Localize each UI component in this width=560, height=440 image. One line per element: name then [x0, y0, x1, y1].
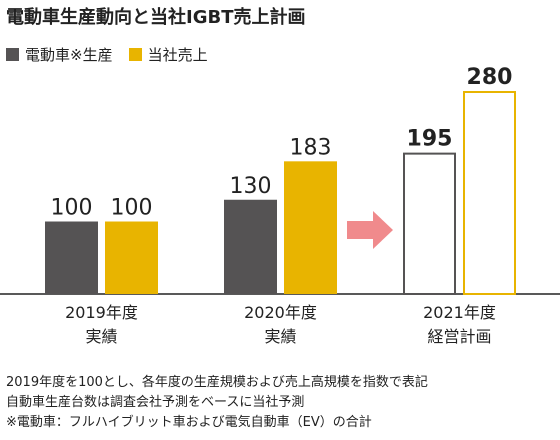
data-label: 100 — [111, 196, 153, 221]
footnotes: 2019年度を100とし、各年度の生産規模および売上高規模を指数で表記 自動車生… — [6, 373, 428, 433]
x-tick-label: 実績 — [85, 327, 117, 346]
legend-swatch-vehicle-production — [6, 47, 19, 61]
arrow-icon — [347, 211, 393, 249]
footnote-line: 自動車生産台数は調査会社予測をベースに当社予測 — [6, 395, 305, 410]
data-label: 100 — [51, 196, 93, 221]
chart-title: 電動車生産動向と当社IGBT売上計画 — [6, 7, 306, 28]
bar — [463, 91, 516, 295]
legend-swatch-company-sales — [128, 47, 142, 61]
x-tick-label: 実績 — [264, 327, 296, 346]
data-label: 130 — [230, 174, 272, 199]
footnote-line: ※電動車：フルハイブリット車および電気自動車（EV）の合計 — [6, 415, 372, 430]
x-tick-label: 経営計画 — [427, 327, 491, 346]
legend-label-vehicle-production: 電動車※生産 — [25, 45, 113, 64]
bar — [224, 199, 277, 294]
legend: 電動車※生産 当社売上 — [6, 44, 224, 64]
bar — [45, 221, 98, 294]
data-label: 195 — [407, 127, 453, 152]
legend-label-company-sales: 当社売上 — [147, 45, 208, 64]
data-label: 183 — [290, 135, 332, 160]
bar — [284, 161, 337, 294]
legend-item-company-sales: 当社売上 — [128, 44, 208, 65]
data-label: 280 — [467, 65, 513, 90]
x-tick-label: 2019年度 — [65, 303, 138, 322]
x-tick-label: 2021年度 — [423, 303, 496, 322]
legend-item-vehicle-production: 電動車※生産 — [6, 44, 113, 65]
bar — [403, 152, 456, 295]
bar — [105, 221, 158, 294]
footnote-line: 2019年度を100とし、各年度の生産規模および売上高規模を指数で表記 — [6, 375, 428, 390]
x-tick-label: 2020年度 — [244, 303, 317, 322]
